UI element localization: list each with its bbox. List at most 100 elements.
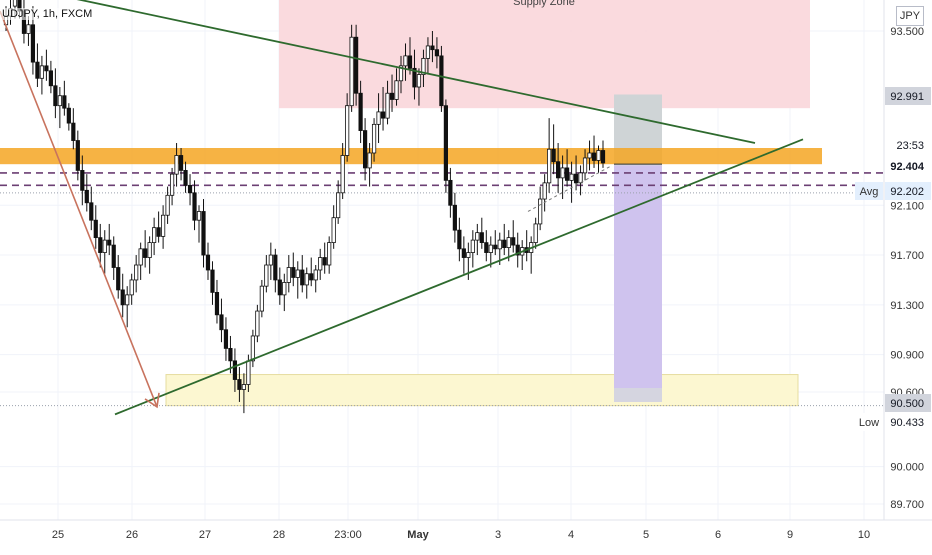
candle-body [425,45,431,59]
candle-body [354,36,359,94]
candle-body [102,239,107,253]
candle-body [93,219,98,239]
candle-body [394,80,399,100]
candles-group [3,0,606,414]
candle-body [511,237,516,246]
candle-body [295,269,300,278]
candle-body [35,61,40,79]
candle-body [560,167,565,179]
candle-body [461,248,466,258]
candle-body [318,257,323,271]
candle-body [120,289,125,306]
candle-body [219,314,224,331]
demand-zone [165,374,799,407]
candle-body [57,95,62,107]
time-tick-label: 6 [715,529,721,541]
candle-body [578,172,583,184]
candle-body [138,248,143,266]
candle-body [403,55,408,67]
candle-body [591,152,597,161]
candle-body [538,198,543,225]
candle-body [475,232,480,241]
candle-body [273,254,278,281]
candle-body [264,264,269,287]
candle-body [385,92,390,119]
wedge-line [527,164,613,212]
price-tick-label: 90.900 [890,350,924,362]
candle-body [502,239,507,248]
candle-body [300,269,305,286]
candle-body [214,291,220,316]
candle-body [515,244,520,256]
candle-body [600,150,606,164]
candle-body [98,237,103,253]
candle-body [362,130,368,169]
candle-body [466,252,471,258]
avg-name: Avg [860,186,879,198]
candle-body [129,279,134,296]
candle-body [569,173,574,181]
time-tick-label: 23:00 [334,529,362,541]
candle-body [80,170,85,191]
time-tick-label: 4 [568,529,574,541]
candle-body [439,55,444,107]
candle-body [452,204,457,231]
trendline-upper [76,0,756,144]
candle-body [89,202,94,221]
avg-price-label: 92.202 [890,186,924,198]
candle-body [331,217,336,244]
candle-body [587,152,592,159]
candle-body [62,95,67,109]
candle-body [48,70,53,87]
time-axis-bg [0,520,932,550]
candle-body [201,211,206,256]
candle-body [336,192,341,219]
currency-label[interactable]: JPY [896,6,924,26]
price-tick-label: 89.700 [890,499,924,511]
candle-body [259,285,264,312]
candle-body [286,267,291,283]
candle-body [327,242,332,266]
candle-body [268,254,273,266]
trendline-lower [114,138,804,416]
candle-body [358,92,363,131]
trendline-drop-arrow [0,10,158,408]
time-tick-label: May [407,529,429,541]
candle-body [564,167,570,181]
candle-body [187,184,193,194]
candle-body [44,65,49,72]
candle-body [277,279,282,296]
candle-body [488,244,493,253]
candle-body [143,248,148,258]
candle-body [205,254,211,271]
candle-body [416,74,422,88]
candle-body [551,148,556,163]
last_price-price-label: 92.404 [890,161,925,173]
candle-body [147,242,152,258]
candle-body [443,105,448,181]
avg-price-bg [885,182,931,200]
candle-body [345,105,350,156]
candle-body [174,155,179,175]
candle-body [506,237,511,248]
level_low-price-label: 90.500 [890,398,924,410]
candle-body [412,67,417,88]
candle-body [250,335,255,362]
arrow-head [144,392,160,409]
candle-body [322,257,327,266]
candle-body [282,282,287,296]
time-tick-label: 5 [643,529,649,541]
candle-body [470,239,475,253]
candle-body [228,348,233,362]
candle-body [313,269,318,281]
candle-body [457,229,462,250]
candle-body [479,232,484,244]
candle-body [165,194,170,216]
candle-body [389,92,395,100]
candle-body [107,239,112,246]
candle-body [246,360,251,385]
symbol-label: UDJPY, 1h, FXCM [0,8,95,20]
candle-body [66,107,71,124]
